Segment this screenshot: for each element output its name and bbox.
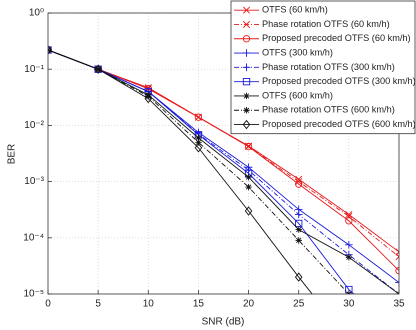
legend-label: OTFS (300 km/h): [262, 47, 333, 57]
marker: [243, 107, 250, 114]
marker: [242, 63, 251, 72]
marker: [345, 217, 353, 225]
marker: [294, 272, 303, 282]
marker: [294, 210, 303, 219]
marker: [195, 134, 202, 142]
marker: [242, 49, 251, 57]
marker: [94, 64, 102, 74]
legend-label: Phase rotation OTFS (60 km/h): [262, 19, 390, 29]
y-tick-label: 10⁻⁵: [23, 289, 44, 300]
x-tick-label: 15: [193, 299, 205, 310]
legend-label: Proposed precoded OTFS (600 km/h): [262, 119, 416, 129]
marker: [295, 178, 303, 186]
legend-label: OTFS (60 km/h): [262, 5, 328, 15]
y-tick-label: 10⁰: [29, 8, 44, 19]
marker: [242, 6, 251, 14]
marker: [243, 92, 250, 100]
marker: [245, 173, 252, 181]
y-tick-label: 10⁻³: [24, 176, 44, 187]
marker: [295, 180, 303, 188]
x-tick-label: 25: [293, 299, 305, 310]
marker: [194, 113, 203, 121]
legend-label: Proposed precoded OTFS (300 km/h): [262, 76, 416, 86]
x-axis-label: SNR (dB): [202, 317, 245, 328]
marker: [345, 210, 353, 218]
marker: [245, 183, 252, 191]
marker: [244, 206, 253, 216]
marker: [194, 143, 203, 153]
y-axis-label: BER: [7, 144, 18, 165]
marker: [242, 77, 251, 86]
marker: [244, 142, 253, 151]
marker: [345, 254, 353, 261]
marker: [295, 237, 302, 244]
marker: [48, 45, 52, 55]
marker: [145, 93, 152, 100]
series-line: [48, 49, 313, 294]
marker: [144, 93, 153, 104]
marker: [195, 139, 202, 146]
legend-label: Phase rotation OTFS (300 km/h): [262, 62, 395, 72]
y-tick-label: 10⁻²: [24, 120, 44, 131]
x-tick-label: 10: [143, 299, 155, 310]
y-tick-label: 10⁻¹: [24, 64, 44, 75]
legend-label: OTFS (600 km/h): [262, 90, 333, 100]
legend-box: [230, 0, 416, 135]
marker: [242, 20, 251, 28]
marker: [345, 241, 353, 249]
x-tick-label: 20: [243, 299, 255, 310]
series-line: [48, 49, 355, 294]
legend-label: Proposed precoded OTFS (60 km/h): [262, 33, 411, 43]
x-tick-label: 5: [95, 299, 101, 310]
x-tick-label: 0: [45, 299, 51, 310]
y-tick-label: 10⁻⁴: [23, 232, 44, 243]
marker: [242, 119, 251, 130]
plot-frame: [47, 12, 400, 295]
x-tick-label: 30: [343, 299, 355, 310]
legend-label: Phase rotation OTFS (600 km/h): [262, 105, 395, 115]
marker: [295, 226, 302, 233]
x-tick-label: 35: [393, 299, 405, 310]
marker: [395, 253, 399, 261]
marker: [395, 278, 399, 287]
marker: [242, 35, 251, 43]
